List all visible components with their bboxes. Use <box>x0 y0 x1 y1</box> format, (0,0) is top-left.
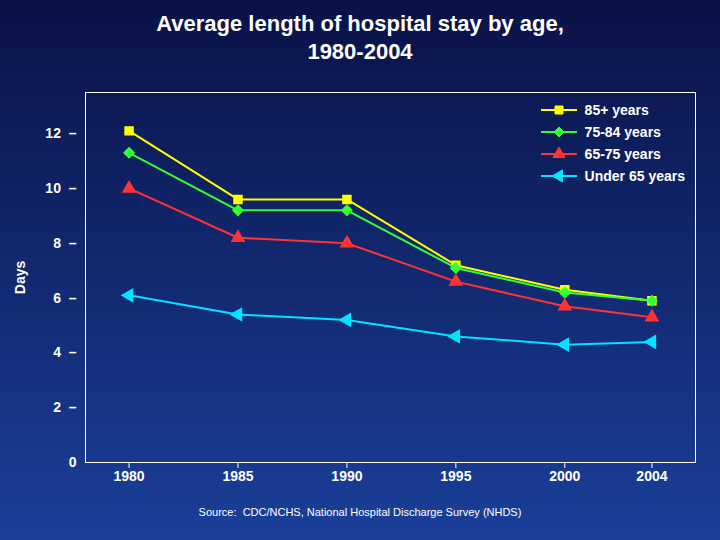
svg-text:6 –: 6 – <box>53 290 77 306</box>
html-text:85+ years: 85+ years <box>584 102 649 118</box>
svg-text:2000: 2000 <box>549 468 580 484</box>
svg-text:8 –: 8 – <box>53 235 77 251</box>
html-text:75-84 years: 75-84 years <box>584 124 661 140</box>
svg-text:12 –: 12 – <box>45 125 76 141</box>
svg-text:0: 0 <box>69 454 77 470</box>
svg-text:2 –: 2 – <box>53 399 77 415</box>
html-text:65-75 years: 65-75 years <box>584 146 661 162</box>
svg-text:2004: 2004 <box>636 468 667 484</box>
svg-text:10 –: 10 – <box>45 180 76 196</box>
svg-text:Days: Days <box>12 261 28 295</box>
html-text:Source: CDC/NCHS, National Hos: Source: CDC/NCHS, National Hospital Disc… <box>198 506 522 518</box>
html-text:Average length of hospital sta: Average length of hospital stay by age, … <box>156 11 564 64</box>
svg-text:4 –: 4 – <box>53 344 77 360</box>
html-text:Under 65 years: Under 65 years <box>584 168 685 184</box>
svg-text:1995: 1995 <box>440 468 471 484</box>
svg-text:1990: 1990 <box>331 468 362 484</box>
svg-text:1980: 1980 <box>113 468 144 484</box>
svg-text:1985: 1985 <box>222 468 253 484</box>
